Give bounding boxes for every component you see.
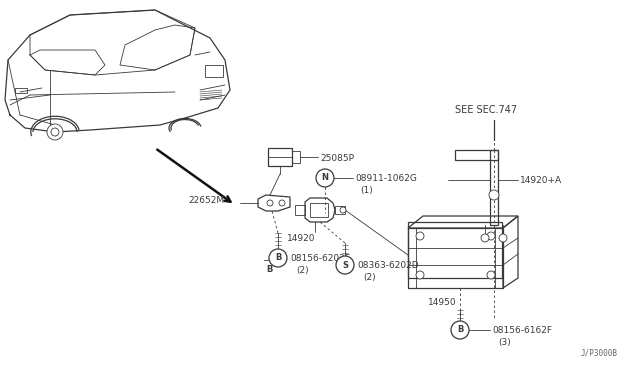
Circle shape <box>47 124 63 140</box>
Bar <box>335 206 345 214</box>
Text: B: B <box>266 265 273 274</box>
Text: N: N <box>321 173 328 183</box>
Circle shape <box>489 190 499 200</box>
Circle shape <box>499 234 507 242</box>
Text: 14920: 14920 <box>287 234 316 243</box>
Text: 08156-6162F: 08156-6162F <box>492 326 552 335</box>
Text: (3): (3) <box>498 338 511 347</box>
Bar <box>15 88 27 93</box>
Bar <box>268 148 292 166</box>
Text: 14920+A: 14920+A <box>520 176 562 185</box>
Circle shape <box>487 232 495 240</box>
Text: B: B <box>275 253 281 263</box>
Circle shape <box>481 234 489 242</box>
Circle shape <box>451 321 469 339</box>
Text: (2): (2) <box>296 266 308 275</box>
Circle shape <box>416 271 424 279</box>
Circle shape <box>267 200 273 206</box>
Circle shape <box>316 169 334 187</box>
Bar <box>292 151 300 163</box>
Text: B: B <box>457 326 463 334</box>
Text: S: S <box>342 260 348 269</box>
Circle shape <box>336 256 354 274</box>
Text: 08156-6202E: 08156-6202E <box>290 254 350 263</box>
Circle shape <box>51 128 59 136</box>
Text: 22652M: 22652M <box>188 196 224 205</box>
Text: 08363-6202D: 08363-6202D <box>357 261 419 270</box>
Text: 14950: 14950 <box>428 298 456 307</box>
Text: 25085P: 25085P <box>320 154 354 163</box>
Circle shape <box>269 249 287 267</box>
Circle shape <box>487 271 495 279</box>
Circle shape <box>340 207 346 213</box>
Bar <box>310 203 328 217</box>
Text: SEE SEC.747: SEE SEC.747 <box>455 105 517 115</box>
Bar <box>295 205 305 215</box>
Bar <box>205 65 223 77</box>
Text: (1): (1) <box>360 186 372 195</box>
Circle shape <box>279 200 285 206</box>
Text: 08911-1062G: 08911-1062G <box>355 174 417 183</box>
Text: (2): (2) <box>363 273 376 282</box>
Circle shape <box>416 232 424 240</box>
Text: J/P3000B: J/P3000B <box>581 349 618 358</box>
